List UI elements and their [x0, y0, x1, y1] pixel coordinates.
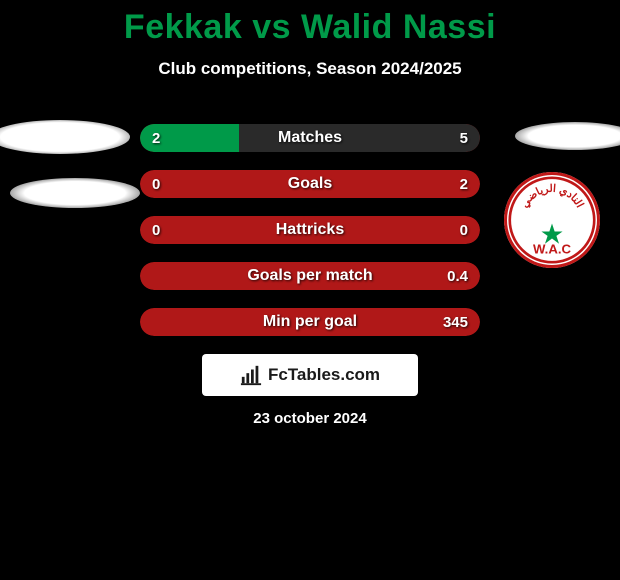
player2-name: Walid Nassi — [301, 8, 496, 46]
decor-ellipse-mid-left — [10, 178, 140, 208]
bar-chart-icon — [240, 364, 262, 386]
stat-bar: 02Goals — [140, 170, 480, 198]
stat-bar: 345Min per goal — [140, 308, 480, 336]
stat-bar: 00Hattricks — [140, 216, 480, 244]
comparison-title: Fekkak vs Walid Nassi — [0, 0, 620, 47]
club-badge-svg: النادي الرياضي W.A.C — [508, 176, 596, 264]
date-text: 23 october 2024 — [0, 410, 620, 427]
bar-label: Hattricks — [140, 216, 480, 244]
decor-ellipse-top-right — [515, 122, 620, 150]
stat-bar: 0.4Goals per match — [140, 262, 480, 290]
club-badge-wac: النادي الرياضي W.A.C — [504, 172, 600, 268]
bar-label: Goals — [140, 170, 480, 198]
badge-text: W.A.C — [533, 241, 572, 256]
player1-name: Fekkak — [124, 8, 242, 46]
bar-label: Goals per match — [140, 262, 480, 290]
bar-label: Min per goal — [140, 308, 480, 336]
bar-label: Matches — [140, 124, 480, 152]
stat-bar: 25Matches — [140, 124, 480, 152]
comparison-bars: 25Matches 02Goals 00Hattricks 0.4Goals per … — [140, 124, 480, 354]
brand-card[interactable]: FcTables.com — [202, 354, 418, 396]
decor-ellipse-top-left — [0, 120, 130, 154]
subtitle: Club competitions, Season 2024/2025 — [0, 59, 620, 79]
brand-text: FcTables.com — [268, 365, 380, 385]
title-vs: vs — [252, 8, 291, 46]
